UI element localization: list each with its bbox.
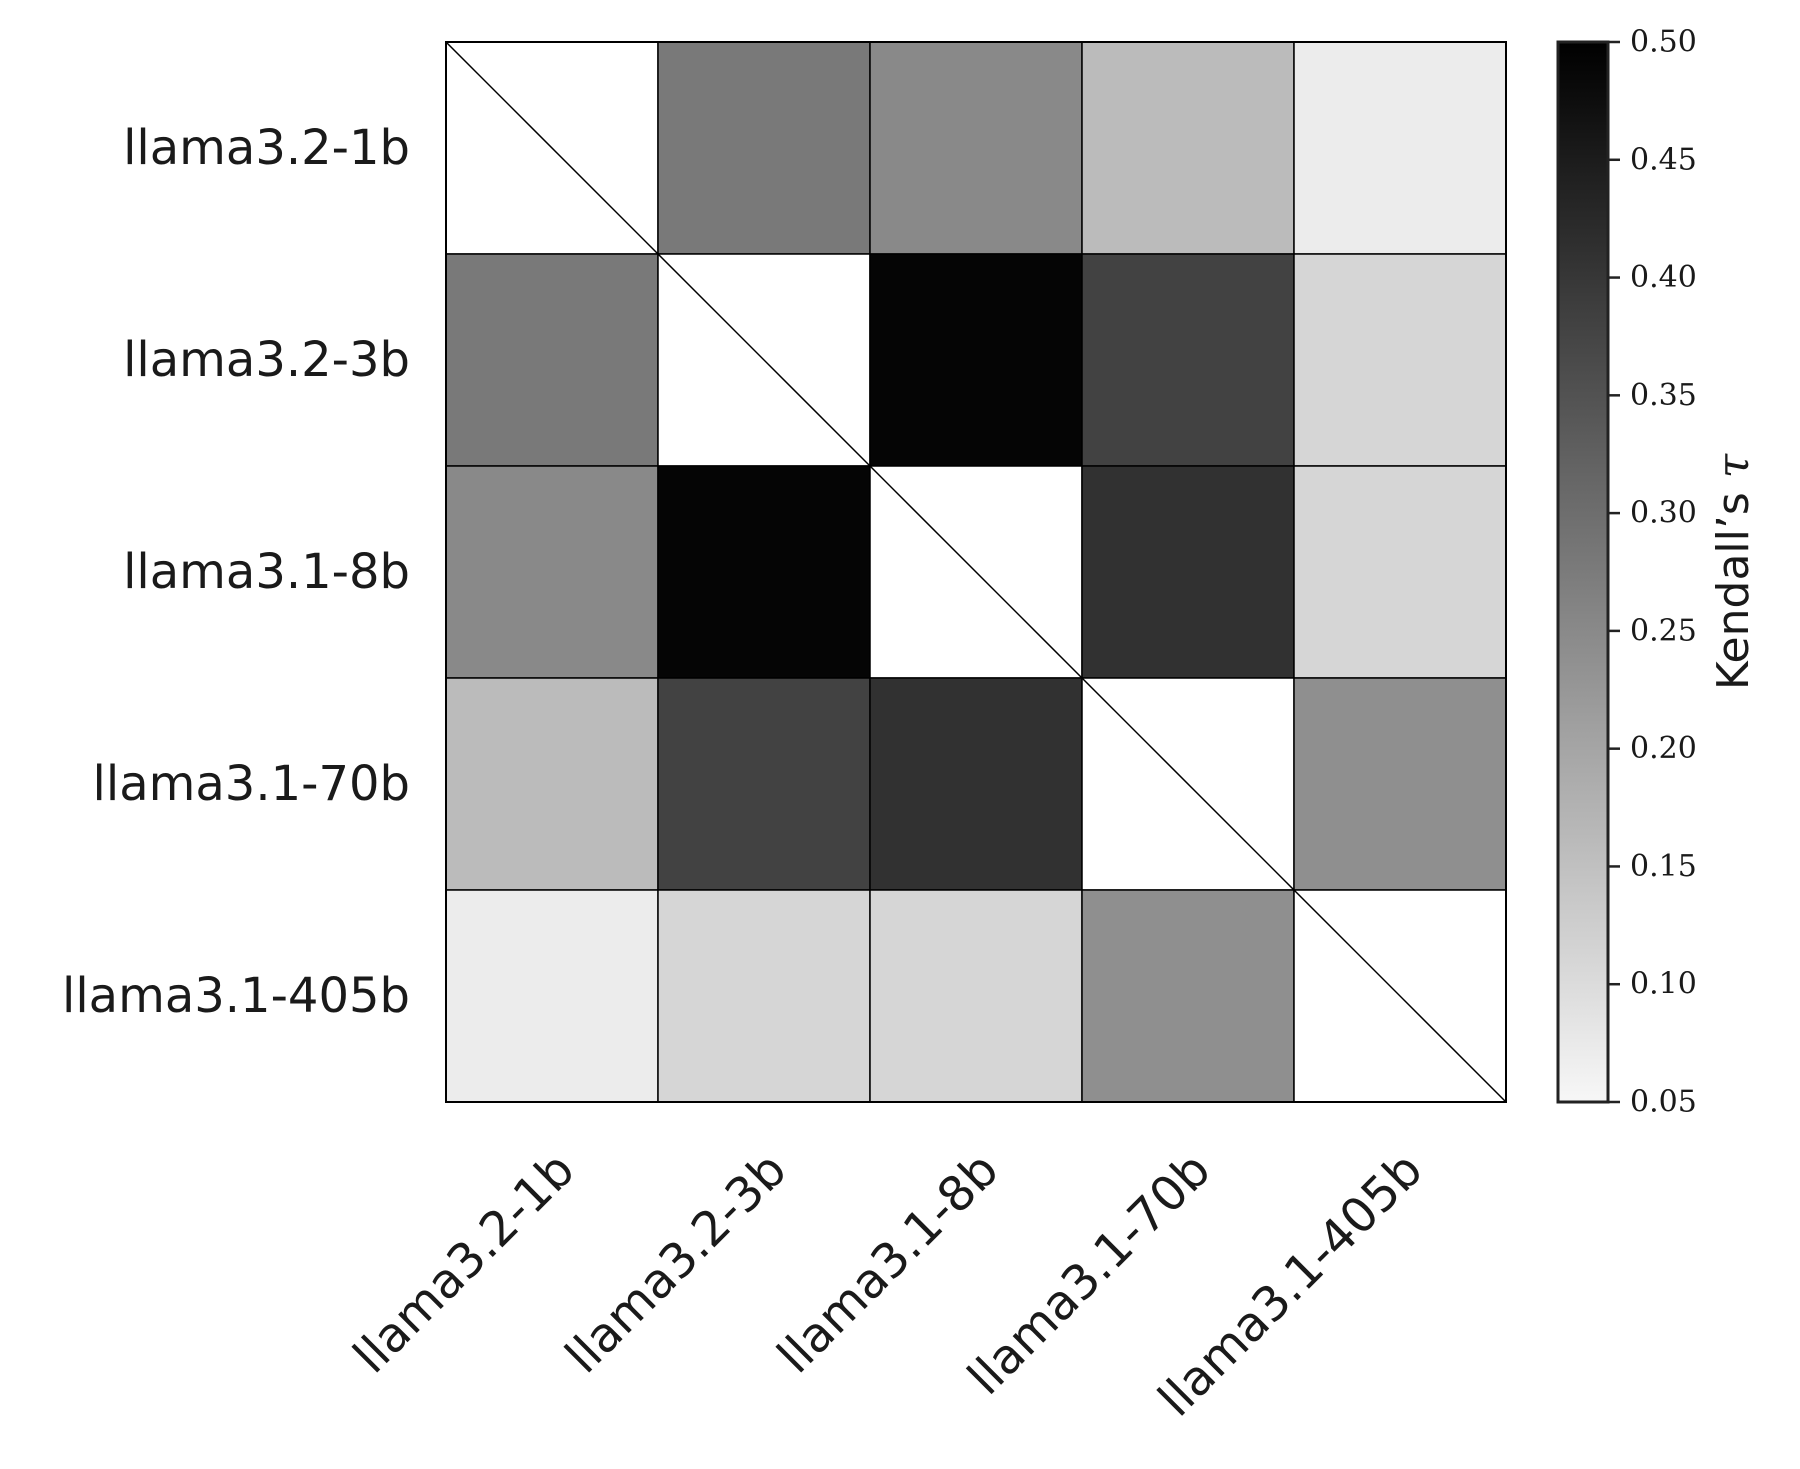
heatmap-cell-r3-c4 xyxy=(1293,677,1507,891)
column-labels: llama3.2-1bllama3.2-3bllama3.1-8bllama3.… xyxy=(343,1142,1433,1428)
heatmap-cell-r3-c0 xyxy=(445,677,659,891)
diagonal-line-3 xyxy=(1081,677,1295,891)
heatmap-cell-r1-c4 xyxy=(1293,253,1507,467)
colorbar-tick-label-6: 0.35 xyxy=(1630,378,1697,413)
heatmap-cells xyxy=(445,41,1507,1103)
colorbar-tick-label-7: 0.40 xyxy=(1630,260,1697,295)
heatmap-cell-r4-c3 xyxy=(1081,889,1295,1103)
heatmap-cell-r4-c0 xyxy=(445,889,659,1103)
heatmap-cell-r3-c1 xyxy=(657,677,871,891)
heatmap-cell-r0-c3 xyxy=(1081,41,1295,255)
diagonal-line-2 xyxy=(869,465,1083,679)
column-label-2: llama3.1-8b xyxy=(767,1142,1009,1384)
colorbar-tick-label-4: 0.25 xyxy=(1630,613,1697,648)
column-label-0: llama3.2-1b xyxy=(343,1142,585,1384)
row-label-3: llama3.1-70b xyxy=(93,756,410,812)
diagonal-line-4 xyxy=(1293,889,1507,1103)
heatmap-cell-r2-c3 xyxy=(1081,465,1295,679)
row-label-2: llama3.1-8b xyxy=(123,544,410,600)
heatmap-cell-r1-c0 xyxy=(445,253,659,467)
colorbar-tick-label-9: 0.50 xyxy=(1630,25,1697,60)
row-labels: llama3.2-1b llama3.2-3b llama3.1-8b llama3.… xyxy=(62,120,410,1024)
heatmap-cell-r0-c1 xyxy=(657,41,871,255)
colorbar-ticks: 0.05 0.10 0.15 0.20 0.25 0.30 0.35 0.40 0.45 0.50 xyxy=(1608,25,1697,1120)
heatmap-cell-r2-c0 xyxy=(445,465,659,679)
row-label-4: llama3.1-405b xyxy=(62,968,410,1024)
colorbar-label-symbol: τ xyxy=(1708,453,1759,478)
row-label-0: llama3.2-1b xyxy=(123,120,410,176)
colorbar-label-text: Kendall’s xyxy=(1708,478,1759,690)
heatmap-cell-r4-c1 xyxy=(657,889,871,1103)
colorbar-tick-label-0: 0.05 xyxy=(1630,1085,1697,1120)
colorbar-tick-label-3: 0.20 xyxy=(1630,731,1697,766)
column-label-1: llama3.2-3b xyxy=(555,1142,797,1384)
diagonal-line-0 xyxy=(445,41,659,255)
colorbar-label: Kendall’s τ xyxy=(1708,453,1759,690)
heatmap-cell-r0-c4 xyxy=(1293,41,1507,255)
heatmap-cell-r1-c2 xyxy=(869,253,1083,467)
colorbar-tick-label-8: 0.45 xyxy=(1630,142,1697,177)
diagonal-marks xyxy=(445,41,1507,1103)
heatmap-cell-r0-c2 xyxy=(869,41,1083,255)
diagonal-line-1 xyxy=(657,253,871,467)
colorbar-tick-label-1: 0.10 xyxy=(1630,967,1697,1002)
colorbar-tick-label-5: 0.30 xyxy=(1630,496,1697,531)
heatmap-cell-r2-c4 xyxy=(1293,465,1507,679)
plot-frame xyxy=(445,41,1507,1103)
row-label-1: llama3.2-3b xyxy=(123,332,410,388)
heatmap-cell-r1-c3 xyxy=(1081,253,1295,467)
colorbar-tick-label-2: 0.15 xyxy=(1630,849,1697,884)
colorbar: 0.05 0.10 0.15 0.20 0.25 0.30 0.35 0.40 0.45 0.50… xyxy=(1556,25,1759,1120)
colorbar-gradient-bar xyxy=(1556,40,1610,1104)
heatmap-cell-r3-c2 xyxy=(869,677,1083,891)
heatmap-cell-r2-c1 xyxy=(657,465,871,679)
heatmap-cell-r4-c2 xyxy=(869,889,1083,1103)
